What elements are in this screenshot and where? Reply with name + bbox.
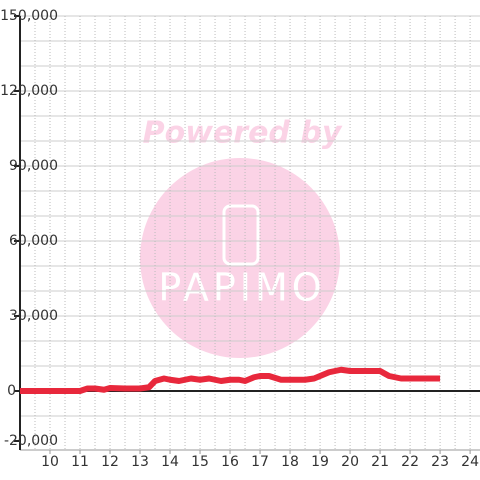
y-tick-label: 120,000 xyxy=(0,83,58,99)
x-tick-label: 19 xyxy=(311,454,329,470)
y-tick-label: -20,000 xyxy=(4,433,58,449)
x-tick-label: 14 xyxy=(161,454,179,470)
x-tick-label: 23 xyxy=(431,454,449,470)
watermark-logo: PAPIMO xyxy=(158,266,325,310)
x-tick-label: 22 xyxy=(401,454,419,470)
y-tick-label: 0 xyxy=(7,383,16,399)
data-line xyxy=(20,366,441,394)
x-tick-label: 17 xyxy=(251,454,269,470)
x-tick-label: 13 xyxy=(131,454,149,470)
y-tick-label: 60,000 xyxy=(9,233,58,249)
y-tick-label: 150,000 xyxy=(0,8,58,24)
x-tick-label: 16 xyxy=(221,454,239,470)
watermark-text: Powered by xyxy=(143,116,343,151)
x-tick-label: 10 xyxy=(41,454,59,470)
y-tick-label: 30,000 xyxy=(9,308,58,324)
x-tick-label: 15 xyxy=(191,454,209,470)
x-tick-label: 24 xyxy=(461,454,479,470)
x-tick-label: 21 xyxy=(371,454,389,470)
x-tick-label: 18 xyxy=(281,454,299,470)
x-tick-label: 12 xyxy=(101,454,119,470)
x-tick-label: 11 xyxy=(71,454,89,470)
x-tick-label: 20 xyxy=(341,454,359,470)
y-tick-label: 90,000 xyxy=(9,158,58,174)
watermark-phone xyxy=(222,204,260,266)
